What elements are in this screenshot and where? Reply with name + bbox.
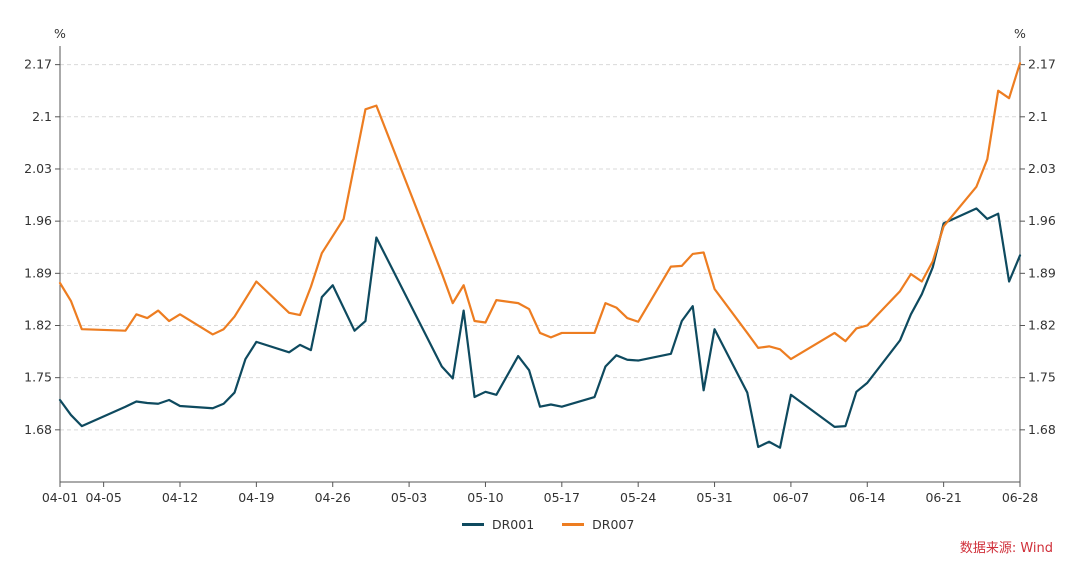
x-tick-label: 04-26 bbox=[315, 490, 351, 505]
legend-label-dr007: DR007 bbox=[592, 517, 635, 532]
x-tick-label: 04-12 bbox=[162, 490, 198, 505]
y-tick-label-left: 2.1 bbox=[32, 109, 52, 124]
gridlines bbox=[60, 64, 1020, 431]
y-tick-label-left: 1.68 bbox=[24, 422, 52, 437]
data-source-note: 数据来源: Wind bbox=[959, 541, 1053, 556]
x-tick-label: 04-01 bbox=[42, 490, 78, 505]
x-tick-label: 06-14 bbox=[849, 490, 885, 505]
legend-item-dr007[interactable]: DR007 bbox=[562, 517, 634, 532]
y-tick-label-left: 1.96 bbox=[24, 213, 52, 228]
y-axis-right: 1.68 1.75 1.82 1.89 1.96 2.03 2.1 2.17 bbox=[1020, 57, 1056, 437]
x-tick-label: 05-31 bbox=[696, 490, 732, 505]
x-axis: 04-01 04-05 04-12 04-19 04-26 05-03 05-10 05-17… bbox=[42, 482, 1038, 505]
legend-swatch-dr001 bbox=[462, 523, 484, 526]
x-tick-label: 06-28 bbox=[1002, 490, 1038, 505]
y-tick-label-right: 1.75 bbox=[1028, 370, 1056, 385]
y-tick-label-right: 1.89 bbox=[1028, 265, 1056, 280]
y-axis-left: 1.68 1.75 1.82 1.89 1.96 2.03 2.1 2.17 bbox=[24, 57, 60, 437]
y-tick-label-right: 2.17 bbox=[1028, 57, 1056, 72]
y-tick-label-left: 2.03 bbox=[24, 161, 52, 176]
x-tick-label: 05-24 bbox=[620, 490, 656, 505]
y-tick-label-left: 2.17 bbox=[24, 57, 52, 72]
x-tick-label: 05-03 bbox=[391, 490, 427, 505]
y-tick-label-right: 2.03 bbox=[1028, 161, 1056, 176]
right-unit-label: % bbox=[1014, 26, 1026, 41]
y-tick-label-right: 1.68 bbox=[1028, 422, 1056, 437]
y-tick-label-right: 1.82 bbox=[1028, 317, 1056, 332]
legend: DR001 DR007 bbox=[462, 517, 634, 532]
x-tick-label: 05-10 bbox=[467, 490, 503, 505]
y-tick-label-right: 2.1 bbox=[1028, 109, 1048, 124]
series-line-dr001[interactable] bbox=[58, 207, 1022, 449]
x-tick-label: 06-21 bbox=[925, 490, 961, 505]
legend-item-dr001[interactable]: DR001 bbox=[462, 517, 534, 532]
legend-label-dr001: DR001 bbox=[492, 517, 535, 532]
legend-swatch-dr007 bbox=[562, 523, 585, 526]
y-tick-label-left: 1.75 bbox=[24, 370, 52, 385]
left-unit-label: % bbox=[54, 26, 66, 41]
series-line-dr007[interactable] bbox=[58, 62, 1022, 361]
y-tick-label-left: 1.89 bbox=[24, 265, 52, 280]
x-tick-label: 05-17 bbox=[544, 490, 580, 505]
x-tick-label: 04-19 bbox=[238, 490, 274, 505]
axes bbox=[59, 46, 1021, 483]
x-tick-label: 04-05 bbox=[85, 490, 121, 505]
y-tick-label-left: 1.82 bbox=[24, 317, 52, 332]
y-tick-label-right: 1.96 bbox=[1028, 213, 1056, 228]
series-lines bbox=[58, 62, 1022, 449]
x-tick-label: 06-07 bbox=[773, 490, 809, 505]
